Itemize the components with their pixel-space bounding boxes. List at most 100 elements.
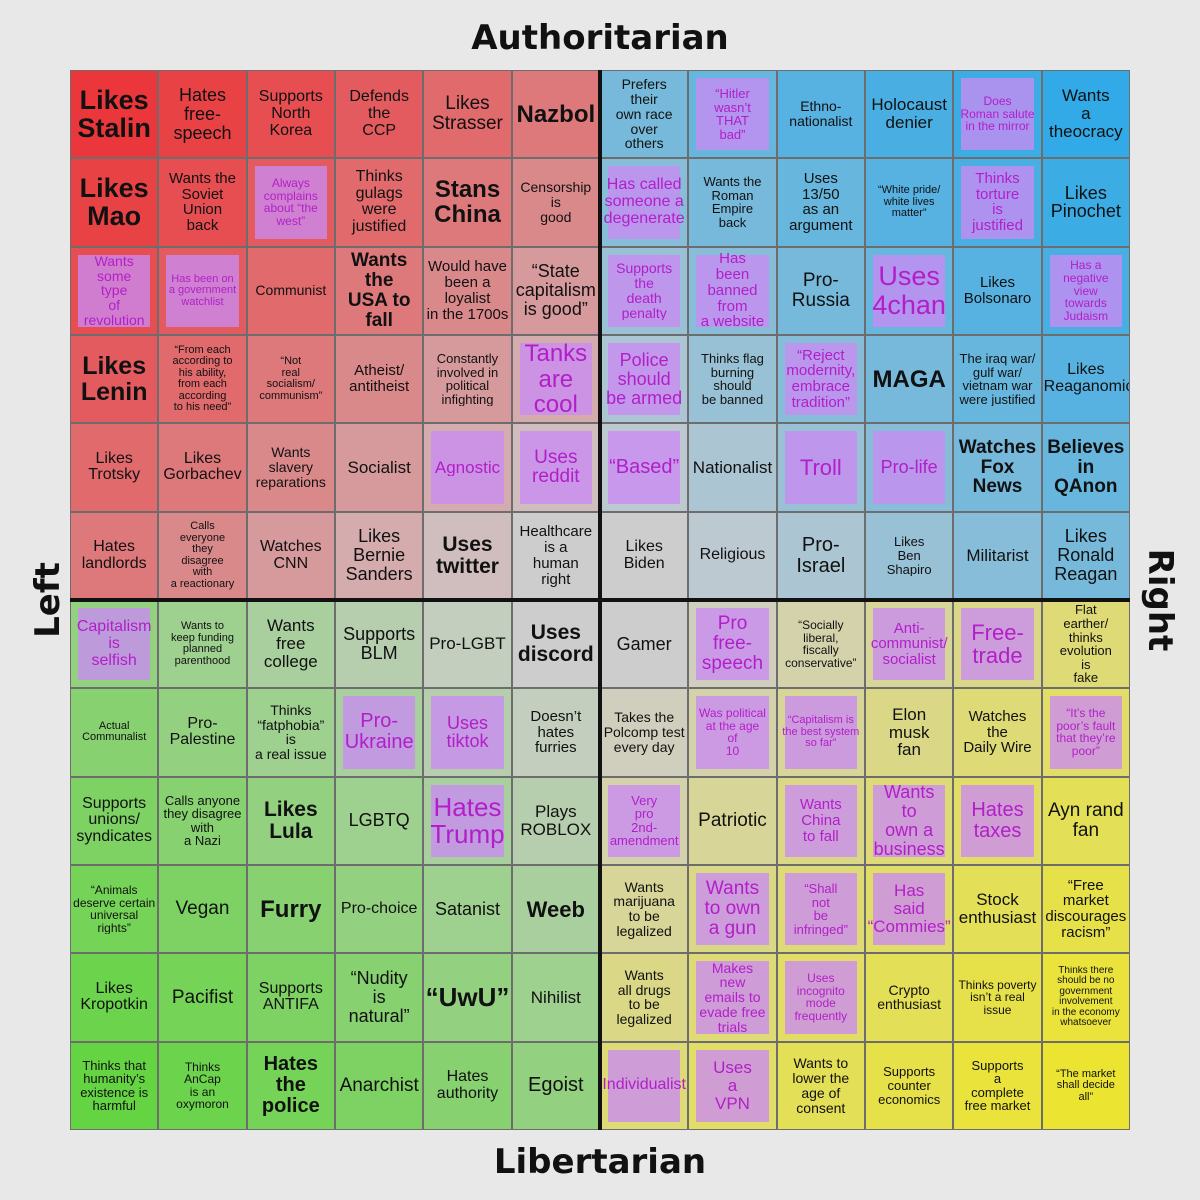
highlight-box <box>608 254 681 327</box>
compass-cell: “Free market discourages racism” <box>1041 865 1130 954</box>
compass-cell: Hates landlords <box>70 511 159 600</box>
cell-label: Wants the Roman Empire back <box>703 175 762 230</box>
compass-cell: Wants free college <box>246 600 335 689</box>
highlight-box <box>784 961 857 1034</box>
compass-cell: Plays ROBLOX <box>511 776 600 865</box>
cell-label: Uses tiktok <box>446 713 489 752</box>
compass-cell: Pro- Russia <box>776 246 865 335</box>
highlight-box <box>784 784 857 857</box>
compass-cell: Religious <box>688 511 777 600</box>
cell-label: Believes in QAnon <box>1047 437 1125 498</box>
cell-label: Thinks there should be no government inv… <box>1051 965 1120 1029</box>
cell-label: Nihilist <box>530 988 581 1007</box>
cell-label: “Not real socialism/ communism” <box>259 356 323 402</box>
cell-label: “White pride/ white lives matter” <box>877 185 941 220</box>
compass-cell: Uses 13/50 as an argument <box>776 158 865 247</box>
compass-cell: Egoist <box>511 1041 600 1130</box>
compass-cell: Supports BLM <box>335 600 424 689</box>
cell-label: Capitalism is selfish <box>76 618 152 669</box>
cell-label: Uses a VPN <box>713 1059 752 1113</box>
compass-cell: Healthcare is a human right <box>511 511 600 600</box>
compass-cell: Pro- Ukraine <box>335 688 424 777</box>
compass-cell: Thinks torture is justified <box>953 158 1042 247</box>
highlight-box <box>784 431 857 504</box>
highlight-box <box>431 784 504 857</box>
cell-label: “Free market discourages racism” <box>1045 877 1127 941</box>
cell-label: Wants the Soviet Union back <box>169 170 236 234</box>
compass-cell: Gamer <box>600 600 689 689</box>
cell-label: Supports a complete free market <box>964 1058 1031 1114</box>
cell-label: Thinks torture is justified <box>972 170 1023 234</box>
compass-cell: Has called someone a degenerate <box>600 158 689 247</box>
cell-label: “Shall not be infringed” <box>793 881 848 937</box>
compass-cell: Thinks “fatphobia” is a real issue <box>246 688 335 777</box>
highlight-box <box>696 961 769 1034</box>
cell-label: Likes Pinochet <box>1050 183 1121 222</box>
compass-cell: Flat earther/ thinks evolution is fake <box>1041 600 1130 689</box>
compass-cell: Capitalism is selfish <box>70 600 159 689</box>
cell-label: Pro- Ukraine <box>344 711 414 754</box>
compass-cell: Pro-life <box>865 423 954 512</box>
compass-cell: Thinks that humanity’s existence is harm… <box>70 1041 159 1130</box>
cell-label: Uses reddit <box>532 447 580 488</box>
cell-label: “Based” <box>609 456 680 478</box>
cell-label: Healthcare is a human right <box>519 524 593 588</box>
cell-label: Nationalist <box>692 458 773 477</box>
compass-cell: “Animals deserve certain universal right… <box>70 865 159 954</box>
compass-cell: Has been banned from a website <box>688 246 777 335</box>
compass-cell: Individualist <box>600 1041 689 1130</box>
compass-cell: Wants to own a business <box>865 776 954 865</box>
compass-cell: Elon musk fan <box>865 688 954 777</box>
compass-cell: Calls anyone they disagree with a Nazi <box>158 776 247 865</box>
cell-label: Flat earther/ thinks evolution is fake <box>1059 603 1112 686</box>
cell-label: Always complains about “the west” <box>263 177 318 228</box>
cell-label: Thinks poverty isn’t a real issue <box>958 978 1037 1017</box>
cell-label: Socialist <box>347 458 411 477</box>
cell-label: Anarchist <box>339 1075 419 1096</box>
compass-cell: “Shall not be infringed” <box>776 865 865 954</box>
cell-label: Likes Ronald Reagan <box>1054 527 1118 585</box>
compass-cell: Hates Trump <box>423 776 512 865</box>
compass-cell: Watches Fox News <box>953 423 1042 512</box>
cell-label: Wants China to fall <box>799 797 842 845</box>
cell-label: Likes Kropotkin <box>80 980 148 1014</box>
cell-label: Holocaust denier <box>871 96 947 132</box>
cell-label: Uses discord <box>517 622 594 667</box>
cell-label: Militarist <box>966 546 1029 565</box>
cell-label: Atheist/ antitheist <box>349 363 410 395</box>
cell-label: Wants the USA to fall <box>347 250 411 331</box>
compass-cell: Defends the CCP <box>335 70 424 159</box>
compass-cell: Stock enthusiast <box>953 865 1042 954</box>
compass-cell: Thinks there should be no government inv… <box>1041 953 1130 1042</box>
cell-label: Watches CNN <box>259 539 322 572</box>
compass-cell: “The market shall decide all” <box>1041 1041 1130 1130</box>
highlight-box <box>519 343 592 416</box>
highlight-box <box>696 254 769 327</box>
highlight-box <box>873 254 946 327</box>
cell-label: Wants slavery reparations <box>255 445 326 490</box>
cell-label: Patriotic <box>698 810 767 831</box>
compass-cell: Actual Communalist <box>70 688 159 777</box>
compass-cell: Thinks gulags were justified <box>335 158 424 247</box>
cell-label: Egoist <box>528 1075 584 1097</box>
highlight-box <box>431 696 504 769</box>
compass-cell: Censorship is good <box>511 158 600 247</box>
cell-label: “Hitler wasn’t THAT bad” <box>714 86 751 142</box>
compass-cell: Calls everyone they disagree with a reac… <box>158 511 247 600</box>
compass-cell: Anarchist <box>335 1041 424 1130</box>
compass-cell: Uses reddit <box>511 423 600 512</box>
compass-cell: Wants to keep funding planned parenthood <box>158 600 247 689</box>
cell-label: Weeb <box>526 897 585 921</box>
highlight-box <box>873 784 946 857</box>
compass-cell: Wants the Roman Empire back <box>688 158 777 247</box>
cell-label: “From each according to his ability, fro… <box>172 344 233 414</box>
compass-cell: Wants some type of revolution <box>70 246 159 335</box>
cell-label: MAGA <box>872 366 946 392</box>
compass-cell: Militarist <box>953 511 1042 600</box>
compass-cell: Pro-choice <box>335 865 424 954</box>
cell-label: Thinks flag burning should be banned <box>701 351 764 407</box>
compass-cell: Uses incognito mode frequently <box>776 953 865 1042</box>
compass-cell: Likes Kropotkin <box>70 953 159 1042</box>
compass-cell: Likes Ronald Reagan <box>1041 511 1130 600</box>
highlight-box <box>961 78 1034 151</box>
